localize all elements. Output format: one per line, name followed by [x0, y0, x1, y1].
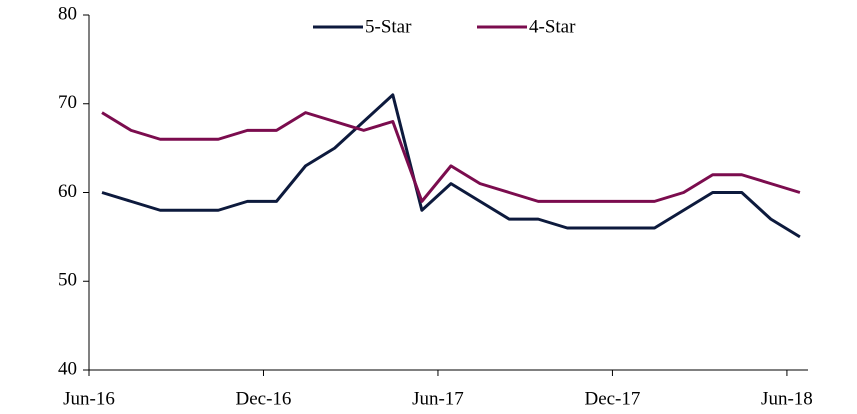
line-series [101, 111, 801, 203]
y-tick-label: 70 [58, 92, 77, 113]
legend-label: 5-Star [365, 16, 412, 37]
x-tick-label: Dec-17 [584, 388, 640, 409]
x-tick-label: Jun-17 [412, 388, 464, 409]
y-tick-label: 80 [58, 3, 77, 24]
y-tick-label: 50 [58, 270, 77, 291]
x-tick-label: Dec-16 [236, 388, 292, 409]
y-tick-label: 40 [58, 358, 77, 379]
line-series [101, 93, 801, 239]
y-tick-label: 60 [58, 181, 77, 202]
legend-label: 4-Star [529, 16, 576, 37]
x-tick-label: Jun-16 [63, 388, 115, 409]
x-tick-label: Jun-18 [761, 388, 813, 409]
